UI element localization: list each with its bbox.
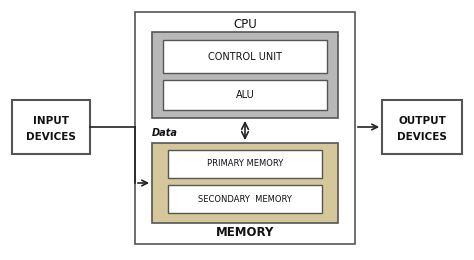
Text: DEVICES: DEVICES bbox=[397, 132, 447, 142]
Text: MEMORY: MEMORY bbox=[216, 226, 274, 239]
Text: CONTROL UNIT: CONTROL UNIT bbox=[208, 52, 282, 62]
Bar bbox=[135, 12, 355, 244]
Text: SECONDARY  MEMORY: SECONDARY MEMORY bbox=[198, 194, 292, 204]
Text: ALU: ALU bbox=[236, 90, 255, 100]
Bar bbox=[152, 32, 338, 118]
Text: INPUT: INPUT bbox=[33, 116, 69, 126]
Bar bbox=[152, 143, 338, 223]
Text: DEVICES: DEVICES bbox=[26, 132, 76, 142]
Bar bbox=[168, 185, 322, 213]
Text: Data: Data bbox=[152, 128, 178, 138]
Bar bbox=[168, 150, 322, 178]
Bar bbox=[163, 80, 327, 110]
Text: OUTPUT: OUTPUT bbox=[398, 116, 446, 126]
Bar bbox=[382, 100, 462, 154]
Text: CPU: CPU bbox=[233, 17, 257, 30]
Bar bbox=[163, 40, 327, 73]
Bar bbox=[12, 100, 90, 154]
Text: PRIMARY MEMORY: PRIMARY MEMORY bbox=[207, 159, 283, 168]
